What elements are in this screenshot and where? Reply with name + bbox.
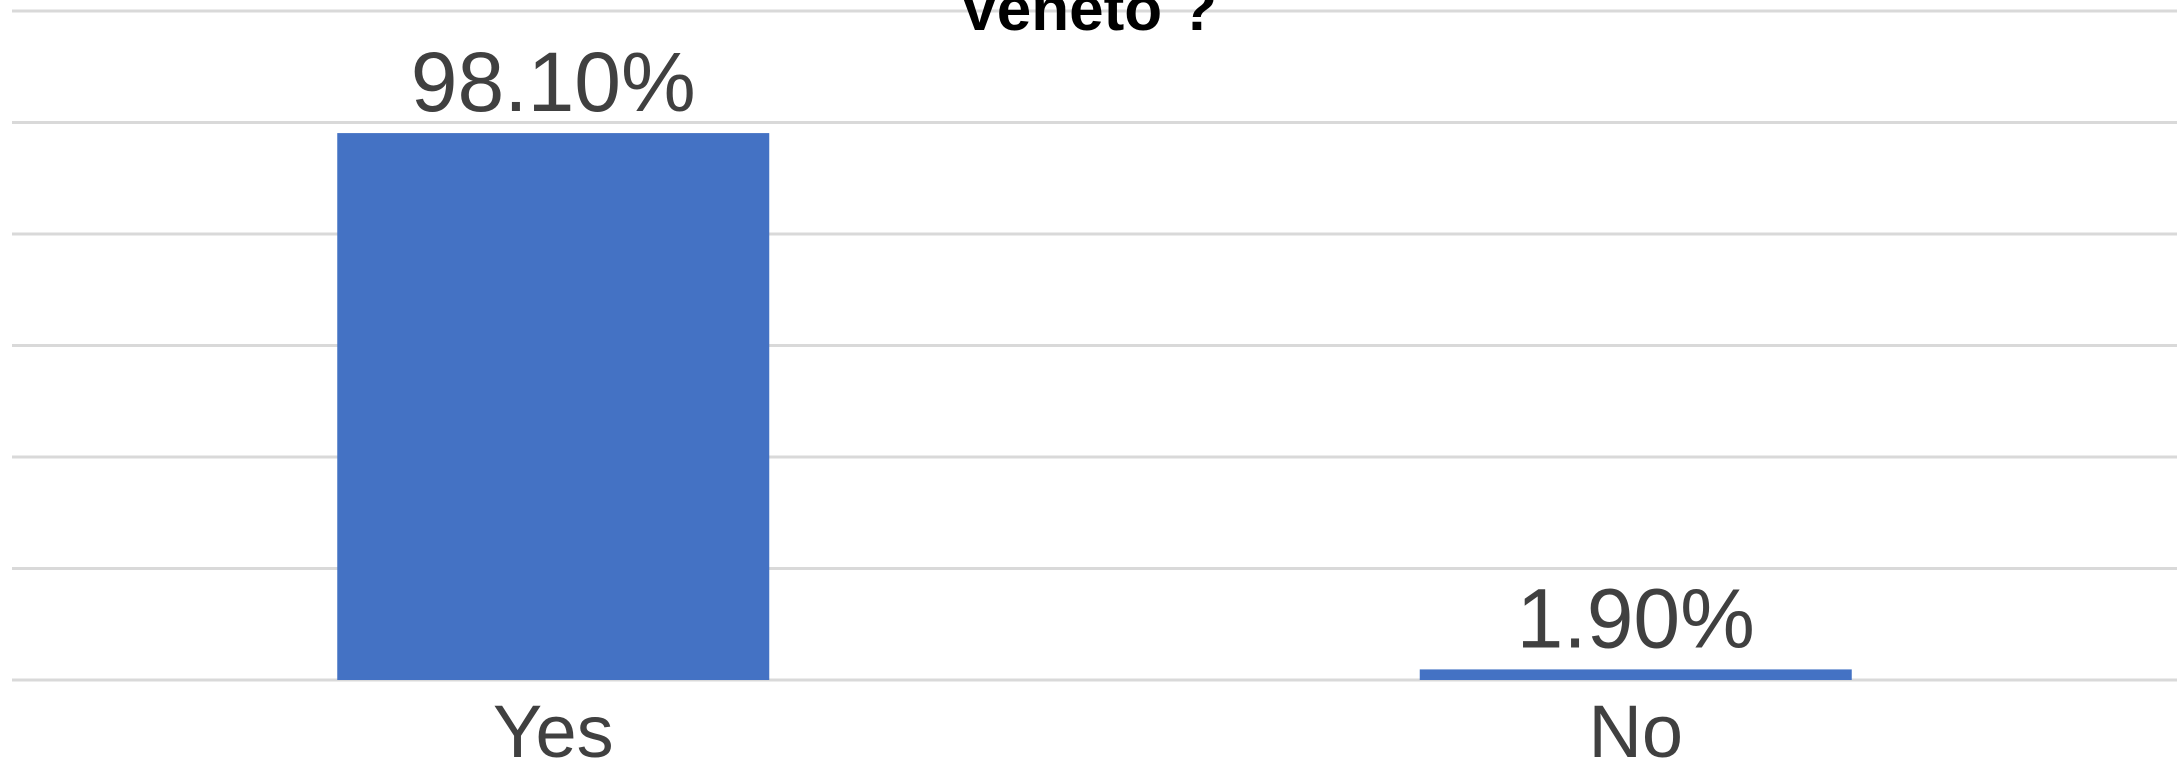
chart-title: Veneto ? [959, 0, 1217, 44]
data-label-yes: 98.10% [411, 35, 696, 129]
x-axis-tick-labels: Yes No [493, 690, 1683, 766]
grid-lines [12, 11, 2177, 680]
bar-no [1420, 669, 1852, 680]
bar-yes [337, 133, 769, 680]
x-tick-label-no: No [1588, 690, 1683, 766]
data-label-no: 1.90% [1517, 571, 1755, 665]
x-tick-label-yes: Yes [493, 690, 614, 766]
